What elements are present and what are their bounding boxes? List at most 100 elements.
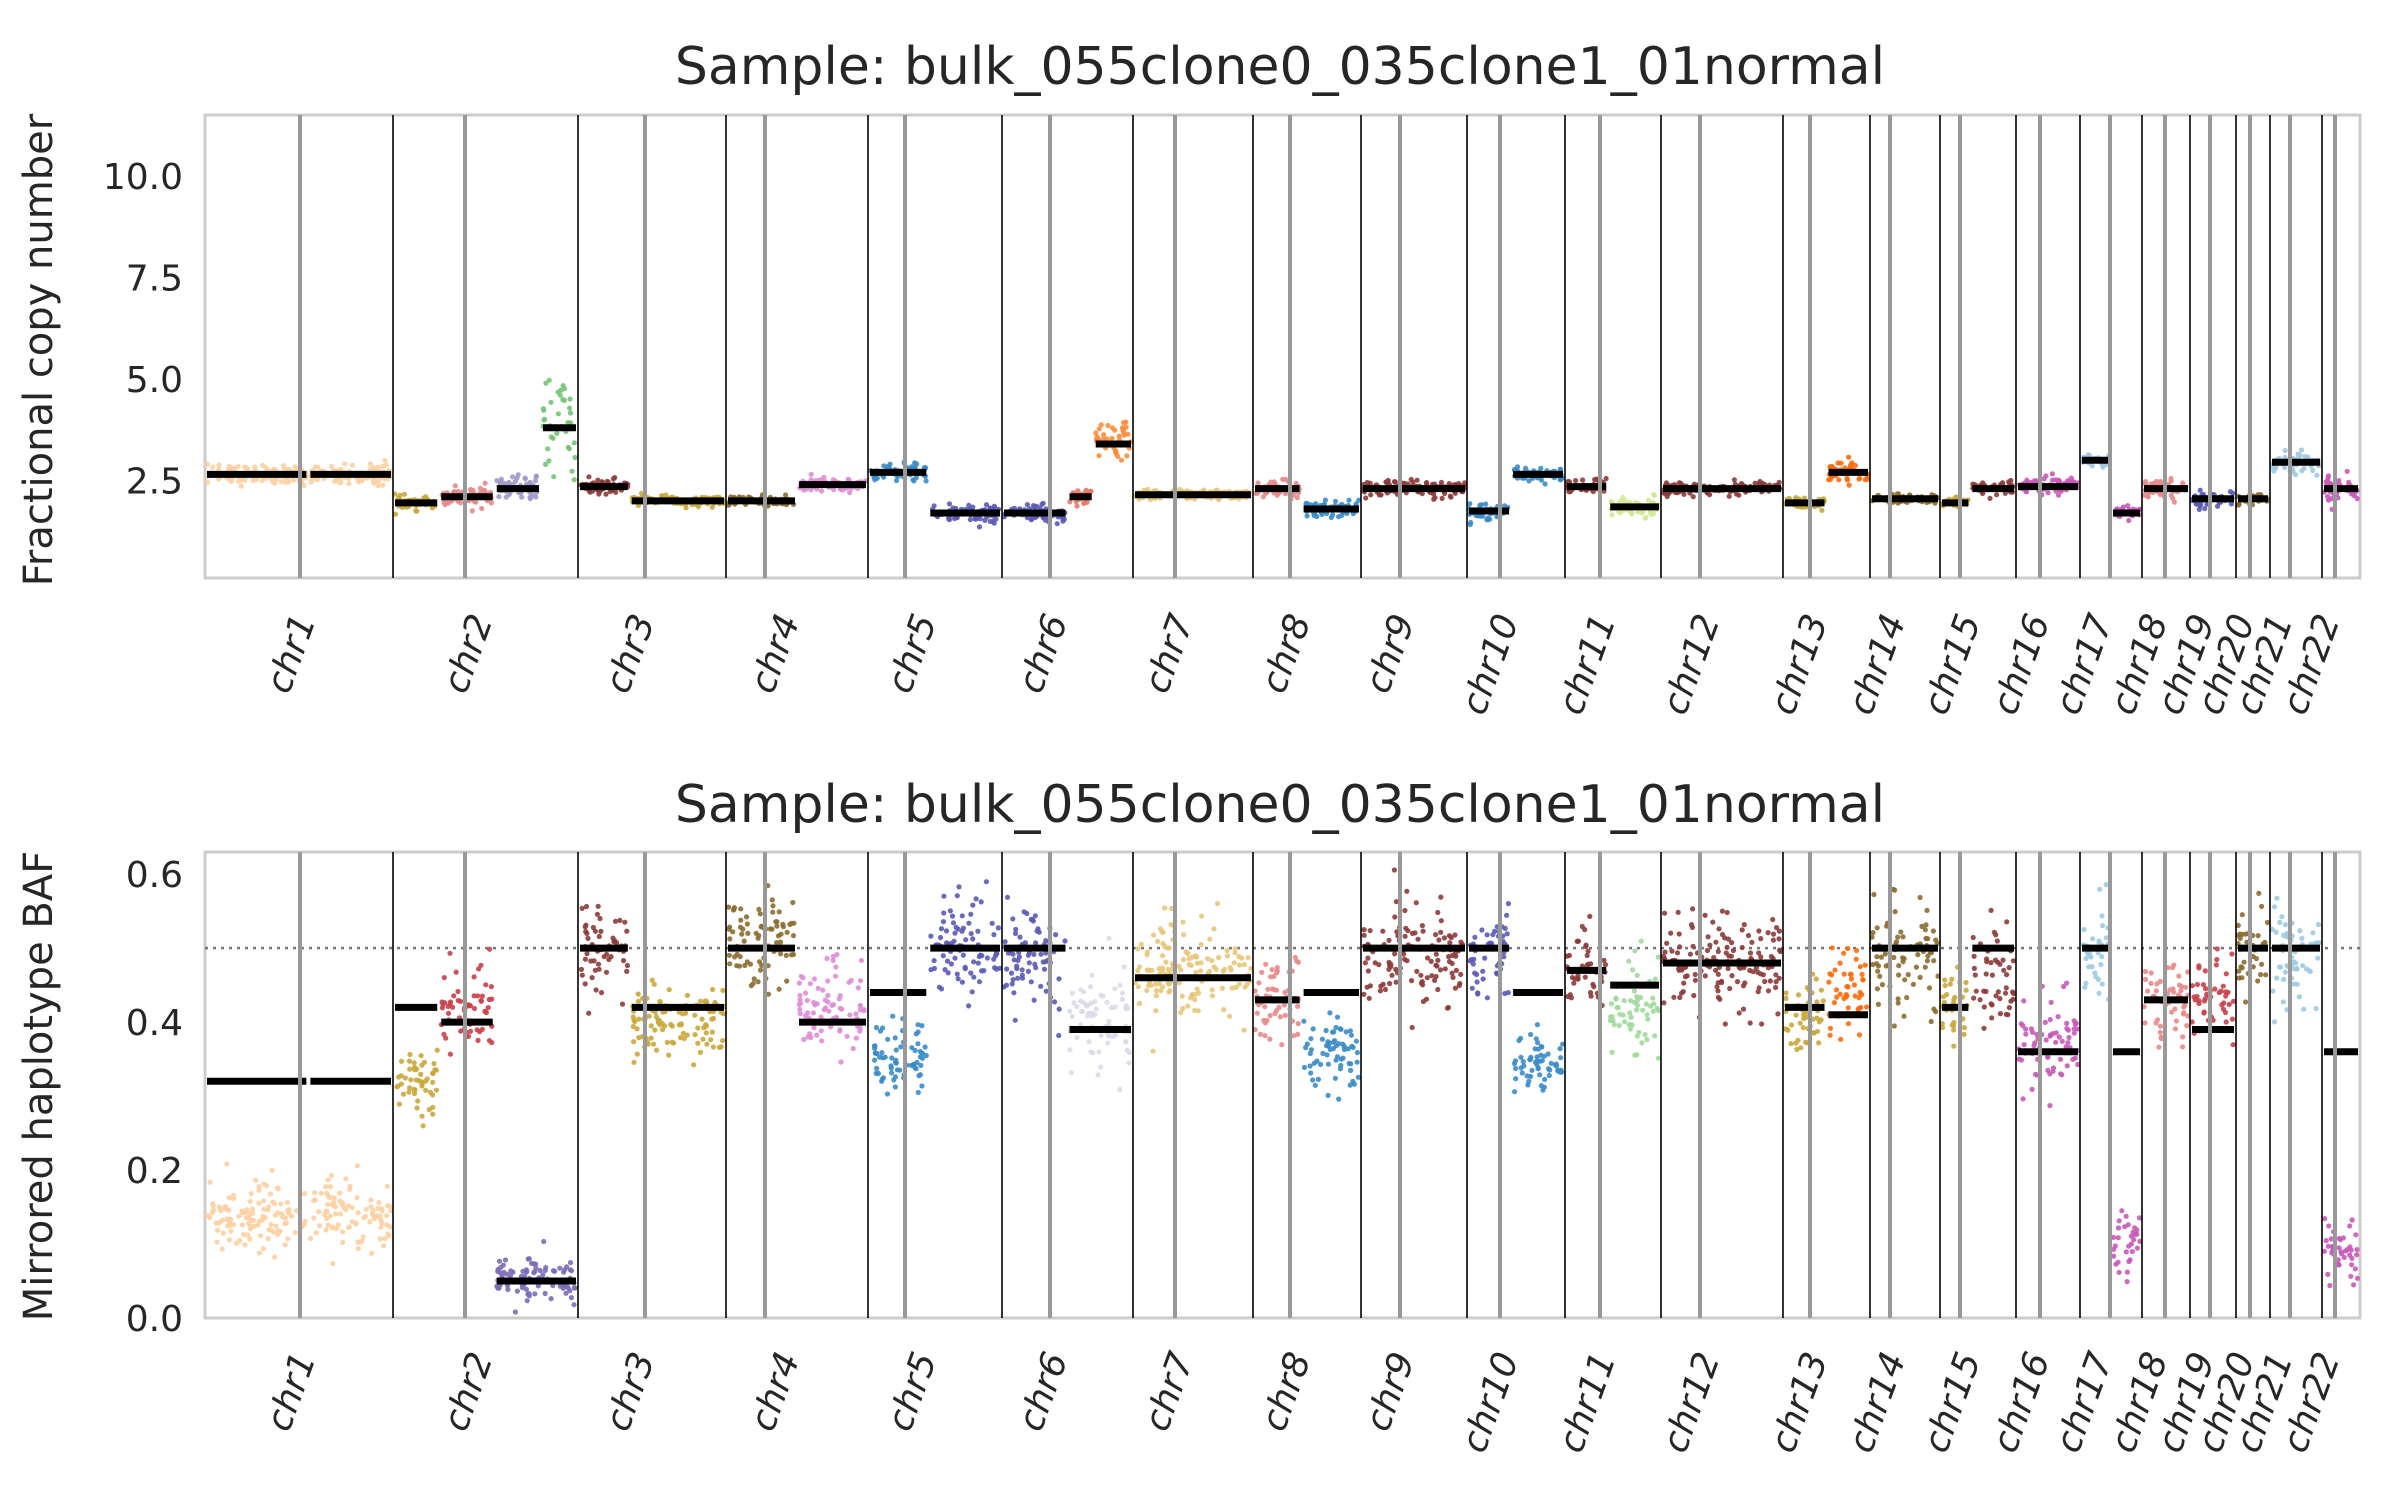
baf-data-point [231,1196,237,1202]
baf-data-point [695,1040,701,1046]
baf-data-point [1845,1021,1852,1027]
baf-data-point [1901,956,1907,962]
copy-number-data-point [839,487,846,493]
copy-number-data-point [1098,422,1104,428]
baf-data-point [2083,955,2089,962]
baf-data-point [430,1079,436,1085]
copy-number-data-point [1074,503,1080,509]
baf-data-point [636,1016,642,1022]
copy-number-data-point [1109,425,1115,431]
baf-data-point [1723,950,1729,956]
copy-number-data-point [1255,480,1261,486]
copy-number-data-point [946,516,952,522]
baf-data-point [739,931,745,937]
baf-data-point [678,1021,684,1027]
baf-data-point [241,1232,247,1238]
baf-data-point [1365,955,1371,961]
baf-data-point [1402,933,1408,939]
baf-data-point [1449,970,1455,976]
baf-data-point [1393,899,1399,905]
baf-data-point [226,1207,232,1213]
baf-data-point [1090,1050,1096,1056]
baf-data-point [709,1029,716,1035]
baf-data-point [1961,1031,1967,1037]
baf-data-point [1638,938,1644,944]
baf-data-point [2047,1033,2053,1039]
baf-data-point [441,975,447,981]
baf-data-point [879,1050,885,1056]
baf-data-point [1341,1046,1347,1053]
baf-data-point [1387,962,1393,968]
baf-data-point [716,1044,723,1050]
baf-data-point [822,997,828,1003]
baf-data-point [1765,988,1772,994]
baf-data-point [916,1073,922,1079]
baf-data-point [1186,956,1192,962]
baf-data-point [1753,965,1759,971]
baf-data-point [1588,993,1594,999]
baf-data-point [1121,964,1127,970]
baf-data-point [1435,909,1441,916]
baf-data-point [1655,1007,1661,1014]
baf-data-point [598,990,605,996]
baf-data-point [2089,964,2095,970]
copy-number-data-point [1639,510,1645,516]
baf-data-point [1797,1020,1803,1026]
baf-data-point [798,973,804,979]
baf-data-point [1931,958,1937,964]
baf-data-point [857,1003,863,1009]
baf-data-point [256,1200,262,1206]
copy-number-data-point [260,462,266,468]
baf-data-point [2196,965,2202,971]
baf-data-point [1651,1001,1657,1007]
baf-data-point [1348,1032,1354,1038]
baf-data-point [2173,1018,2179,1024]
baf-data-point [1818,1017,1824,1023]
baf-data-point [915,1022,921,1028]
baf-data-point [973,896,979,902]
baf-data-point [1345,1046,1351,1052]
baf-data-point [892,1074,899,1080]
baf-data-point [1319,1036,1325,1042]
baf-data-point [1775,1011,1781,1017]
baf-data-point [2081,926,2087,933]
baf-data-point [1474,979,1480,985]
baf-data-point [2142,968,2149,975]
baf-data-point [2184,1023,2190,1029]
baf-data-point [382,1236,388,1242]
copy-number-data-point [532,478,539,484]
baf-data-point [1587,913,1593,920]
copy-number-data-point [2157,491,2164,497]
copy-number-data-point [1304,513,1310,519]
copy-number-data-point [1093,430,1099,436]
baf-data-point [209,1210,215,1216]
baf-data-point [1715,988,1721,994]
baf-data-point [730,929,736,935]
baf-data-point [278,1201,284,1207]
baf-data-point [1883,963,1889,969]
baf-data-point [959,928,965,934]
copy-number-data-point [1438,479,1445,485]
baf-data-point [1308,1047,1314,1053]
baf-data-point [1169,905,1175,912]
baf-data-point [1644,1012,1650,1018]
baf-data-point [596,933,602,940]
baf-data-point [741,938,747,944]
baf-data-point [502,1257,509,1263]
baf-data-point [943,928,950,934]
copy-number-data-point [210,464,216,470]
baf-data-point [2271,1019,2278,1025]
baf-data-point [1963,987,1969,993]
baf-data-point [1367,928,1373,934]
baf-data-point [2326,1223,2332,1229]
baf-data-point [992,953,999,959]
baf-data-point [888,1065,894,1071]
copy-number-data-point [638,490,645,496]
baf-data-point [874,1065,880,1071]
baf-data-point [956,884,962,890]
baf-data-point [796,1001,802,1008]
baf-data-point [1758,954,1764,960]
baf-data-point [1279,1042,1285,1048]
baf-data-point [2214,946,2220,952]
baf-data-point [791,920,797,926]
